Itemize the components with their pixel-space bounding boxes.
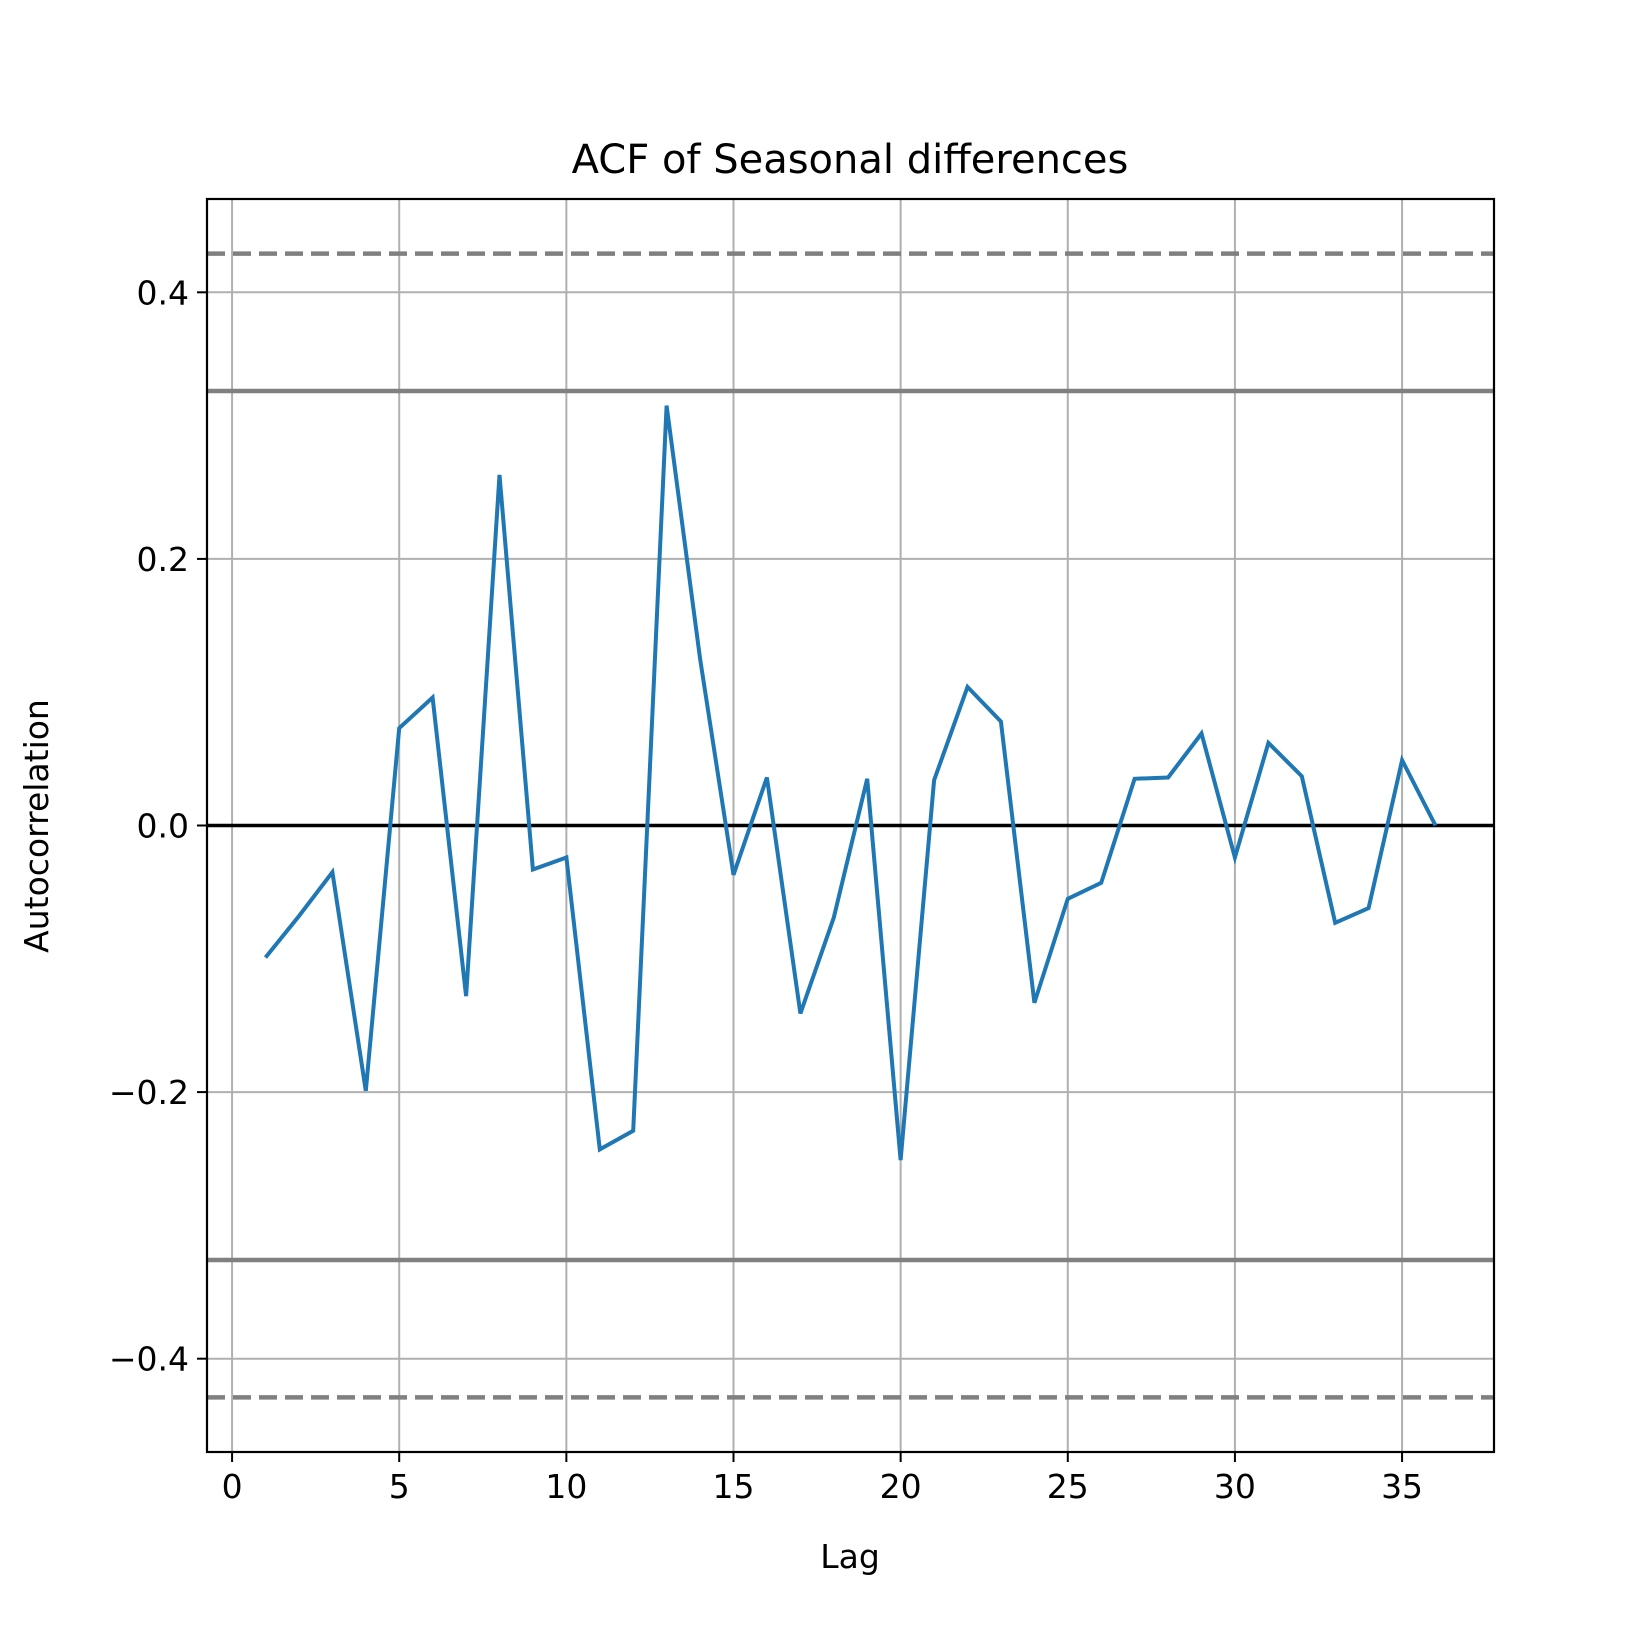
y-tick-label: −0.4 — [109, 1340, 189, 1379]
y-tick-label: 0.0 — [137, 807, 189, 846]
y-tick-label: −0.2 — [109, 1073, 189, 1112]
y-tick-label: 0.2 — [137, 540, 189, 579]
x-tick-label: 20 — [880, 1467, 922, 1506]
y-axis-ticks: −0.4 −0.2 0.0 0.2 0.4 — [109, 273, 207, 1379]
y-tick-label: 0.4 — [137, 273, 189, 312]
series-layer — [263, 405, 1438, 1161]
x-tick-label: 35 — [1381, 1467, 1423, 1506]
reference-lines — [207, 251, 1494, 1400]
x-axis-label: Lag — [820, 1537, 880, 1576]
x-tick-label: 5 — [389, 1467, 410, 1506]
x-tick-label: 25 — [1047, 1467, 1089, 1506]
x-axis-ticks: 0 5 10 15 20 25 30 35 — [222, 1452, 1423, 1506]
chart-title: ACF of Seasonal differences — [572, 137, 1129, 183]
x-tick-label: 10 — [545, 1467, 587, 1506]
acf-series-line — [263, 405, 1438, 1161]
x-tick-label: 30 — [1214, 1467, 1256, 1506]
x-tick-label: 0 — [222, 1467, 243, 1506]
y-axis-label: Autocorrelation — [17, 699, 56, 953]
x-tick-label: 15 — [713, 1467, 755, 1506]
